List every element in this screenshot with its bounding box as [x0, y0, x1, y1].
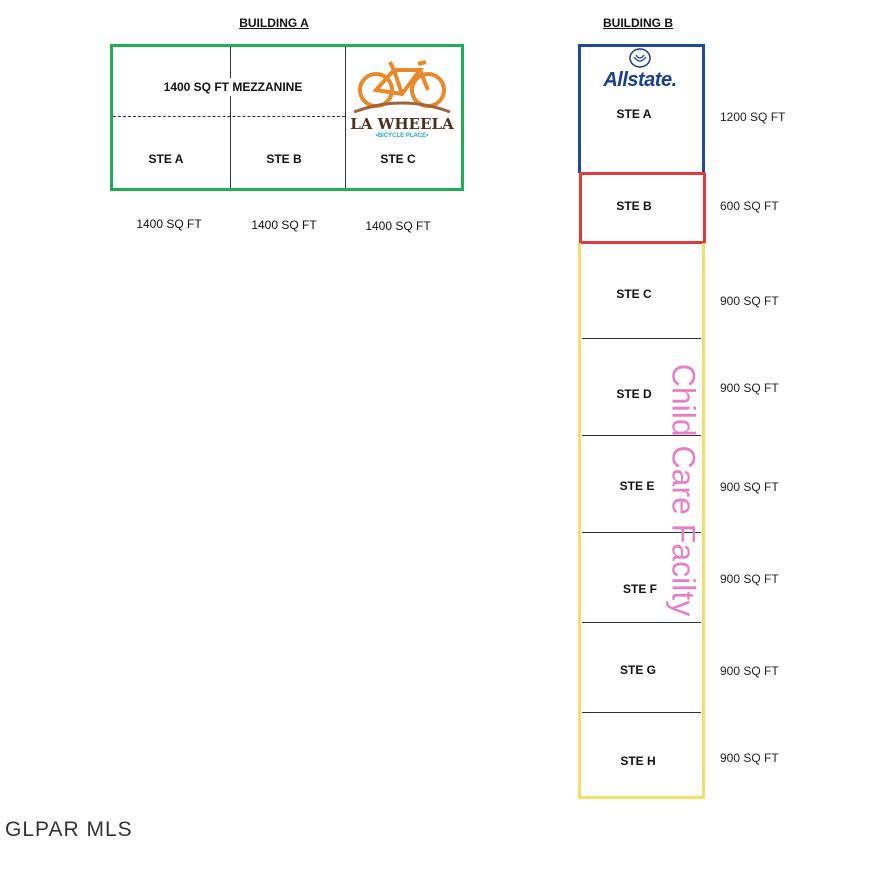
- divider: [582, 712, 701, 713]
- divider: [345, 47, 346, 188]
- suite-b-outline: [579, 172, 706, 244]
- mezzanine-line: [113, 116, 345, 117]
- suite-sqft: 1200 SQ FT: [720, 110, 786, 124]
- la-wheela-logo: LA WHEELA •BICYCLE PLACE•: [350, 56, 454, 140]
- building-a-outline: [110, 44, 464, 191]
- bicycle-icon: [353, 60, 451, 114]
- divider: [582, 532, 701, 533]
- suite-label: STE G: [619, 663, 657, 677]
- building-b-title: BUILDING B: [603, 16, 673, 30]
- allstate-hands-icon: [629, 48, 651, 68]
- suite-label: STE A: [616, 107, 652, 121]
- suite-sqft: 900 SQ FT: [720, 480, 779, 494]
- suite-sqft: 1400 SQ FT: [365, 219, 431, 233]
- suite-label: STE B: [616, 199, 652, 213]
- la-wheela-name: LA WHEELA: [350, 115, 454, 133]
- suite-label: STE E: [619, 479, 655, 493]
- suite-sqft: 900 SQ FT: [720, 572, 779, 586]
- mezzanine-label: 1400 SQ FT MEZZANINE: [163, 80, 303, 94]
- divider: [582, 338, 701, 339]
- suite-sqft: 900 SQ FT: [720, 664, 779, 678]
- suite-sqft: 900 SQ FT: [720, 381, 779, 395]
- suite-sqft: 600 SQ FT: [720, 199, 779, 213]
- suite-sqft: 900 SQ FT: [720, 751, 779, 765]
- divider: [582, 622, 701, 623]
- divider: [230, 47, 231, 188]
- watermark: GLPAR MLS: [5, 818, 133, 841]
- suite-label: STE C: [380, 152, 416, 166]
- suite-label: STE B: [266, 152, 302, 166]
- suite-sqft: 1400 SQ FT: [136, 217, 202, 231]
- divider: [582, 435, 701, 436]
- suite-label: STE D: [616, 387, 652, 401]
- suite-sqft: 1400 SQ FT: [251, 218, 317, 232]
- allstate-name: Allstate.: [603, 69, 677, 91]
- allstate-logo: Allstate.: [592, 48, 688, 92]
- building-a-title: BUILDING A: [239, 16, 309, 30]
- suite-label: STE A: [148, 152, 184, 166]
- suite-sqft: 900 SQ FT: [720, 294, 779, 308]
- child-care-annotation: Child Care Facilty: [665, 363, 702, 617]
- suite-label: STE F: [622, 582, 658, 596]
- suite-label: STE H: [620, 754, 656, 768]
- suite-label: STE C: [616, 287, 652, 301]
- la-wheela-tagline: •BICYCLE PLACE•: [375, 133, 429, 139]
- suite-a-outline: [578, 44, 705, 173]
- suites-c-h-outline: [578, 243, 705, 799]
